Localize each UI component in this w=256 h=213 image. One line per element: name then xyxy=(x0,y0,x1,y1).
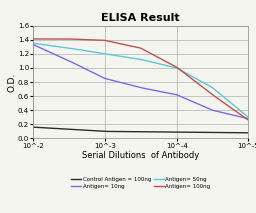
X-axis label: Serial Dilutions  of Antibody: Serial Dilutions of Antibody xyxy=(82,151,199,160)
Legend: Control Antigen = 100ng, Antigen= 10ng, Antigen= 50ng, Antigen= 100ng: Control Antigen = 100ng, Antigen= 10ng, … xyxy=(69,175,212,191)
Title: ELISA Result: ELISA Result xyxy=(101,13,180,23)
Y-axis label: O.D.: O.D. xyxy=(7,72,16,92)
